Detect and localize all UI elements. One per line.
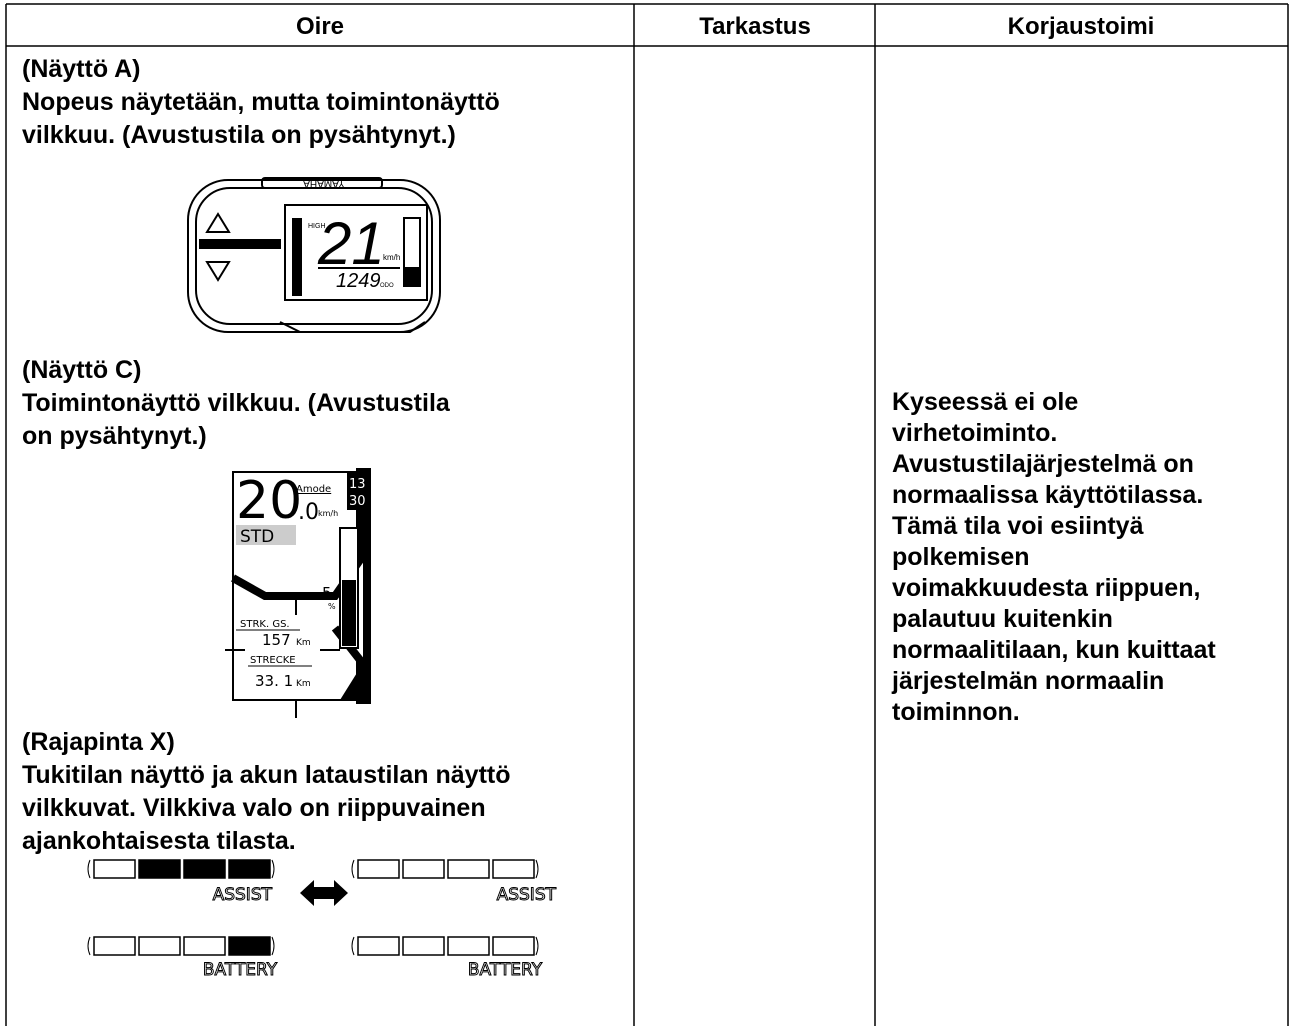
display-text: ODO (380, 283, 394, 289)
remedy-line: palautuu kuitenkin (892, 605, 1113, 633)
segment (93, 936, 136, 956)
symptom-line: vilkkuvat. Vilkkiva valo on riippuvainen (22, 794, 486, 822)
segment (138, 936, 181, 956)
shape (405, 267, 419, 285)
shape (199, 239, 281, 249)
bracket (87, 936, 91, 956)
shape (187, 179, 441, 333)
bracket (351, 936, 355, 956)
symptom-line: Tukitilan näyttö ja akun lataustilan näy… (22, 761, 511, 789)
display-text: % (328, 602, 336, 611)
symptom-line: vilkkuu. (Avustustila on pysähtynyt.) (22, 121, 456, 149)
header-cell: Korjaustoimi (1008, 13, 1155, 40)
display-text: Amode (296, 484, 331, 495)
bracket (271, 859, 275, 879)
display-text: STD (240, 527, 274, 547)
shape (403, 217, 421, 287)
display-text: ASSIST (497, 885, 557, 905)
display-text: Km (296, 638, 311, 648)
remedy-line: voimakkuudesta riippuen, (892, 574, 1200, 602)
bracket (535, 936, 539, 956)
segment (183, 936, 226, 956)
segment (402, 936, 445, 956)
segment (447, 859, 490, 879)
display-text: STRECKE (250, 655, 296, 666)
symptom-line: ajankohtaisesta tilasta. (22, 827, 296, 855)
display-text: Km (296, 679, 311, 689)
display-text: 1249 (336, 270, 381, 292)
display-text: STRK. GS. (240, 619, 290, 630)
shape (300, 880, 348, 906)
display-text: 13 (349, 477, 366, 492)
segment (183, 859, 226, 879)
symptom-line: Nopeus näytetään, mutta toimintonäyttö (22, 88, 500, 116)
display-text: BATTERY (468, 960, 543, 980)
display-text: BATTERY (203, 960, 278, 980)
segment (492, 859, 535, 879)
bracket (271, 936, 275, 956)
display-text: km/h (383, 253, 400, 262)
remedy-line: toiminnon. (892, 698, 1020, 726)
display-text: km/h (318, 509, 338, 518)
display-text: .0 (298, 500, 319, 525)
segment (228, 936, 271, 956)
header-cell: Tarkastus (699, 13, 811, 40)
segment (357, 936, 400, 956)
interface-x: ASSIST ASSIST BATTERY BATTERY (87, 859, 557, 981)
remedy-line: Avustustilajärjestelmä on (892, 450, 1194, 478)
display-text: 21 (317, 210, 385, 277)
segment (357, 859, 400, 879)
remedy-line: normaalissa käyttötilassa. (892, 481, 1203, 509)
display-text: ASSIST (213, 885, 273, 905)
display-text: 54 (322, 584, 341, 602)
shape (279, 321, 426, 333)
display-text: 30 (349, 494, 366, 509)
segment (138, 859, 181, 879)
symptom-line: on pysähtynyt.) (22, 422, 207, 450)
shape (342, 580, 356, 646)
symptom-label: (Näyttö A) (22, 55, 141, 83)
segment (447, 936, 490, 956)
display-text: 33. 1 (255, 672, 293, 690)
remedy-line: järjestelmän normaalin (891, 667, 1164, 695)
segment (93, 859, 136, 879)
bracket (535, 859, 539, 879)
remedy-line: normaalitilaan, kun kuittaat (892, 636, 1216, 664)
display-c: 20 .0 Amode km/h 13 30 STD 54 % STRK. GS… (225, 468, 371, 718)
symptoms: (Näyttö A) Nopeus näytetään, mutta toimin… (22, 55, 511, 855)
segment (492, 936, 535, 956)
bracket (351, 859, 355, 879)
shape (205, 261, 231, 282)
display-text: 20 (236, 471, 302, 531)
symptom-line: Toimintonäyttö vilkkuu. (Avustustila (22, 389, 451, 417)
shape (261, 177, 383, 189)
remedy-line: Tämä tila voi esiintyä (892, 512, 1144, 540)
display-text: YAMAHA (303, 178, 345, 189)
display-a: YAMAHA HIGH 21 km/h 1249 ODO (187, 177, 441, 333)
remedy-line: Kyseessä ei ole (892, 388, 1078, 416)
shape (205, 212, 231, 233)
shape (236, 525, 296, 545)
segment (228, 859, 271, 879)
remedy-line: virhetoiminto. (892, 419, 1057, 447)
shape (292, 218, 302, 296)
segment (402, 859, 445, 879)
bracket (87, 859, 91, 879)
header-cell: Oire (296, 13, 344, 40)
display-text: HIGH (308, 223, 326, 230)
display-text: 157 (262, 631, 291, 649)
remedy-line: polkemisen (892, 543, 1030, 571)
table-lines (5, 3, 1289, 1026)
remedy: Kyseessä ei ole virhetoiminto. Avustustila… (891, 388, 1216, 726)
symptom-label: (Näyttö C) (22, 356, 141, 384)
shape (340, 668, 367, 700)
symptom-label: (Rajapinta X) (22, 728, 175, 756)
shape (284, 204, 428, 301)
